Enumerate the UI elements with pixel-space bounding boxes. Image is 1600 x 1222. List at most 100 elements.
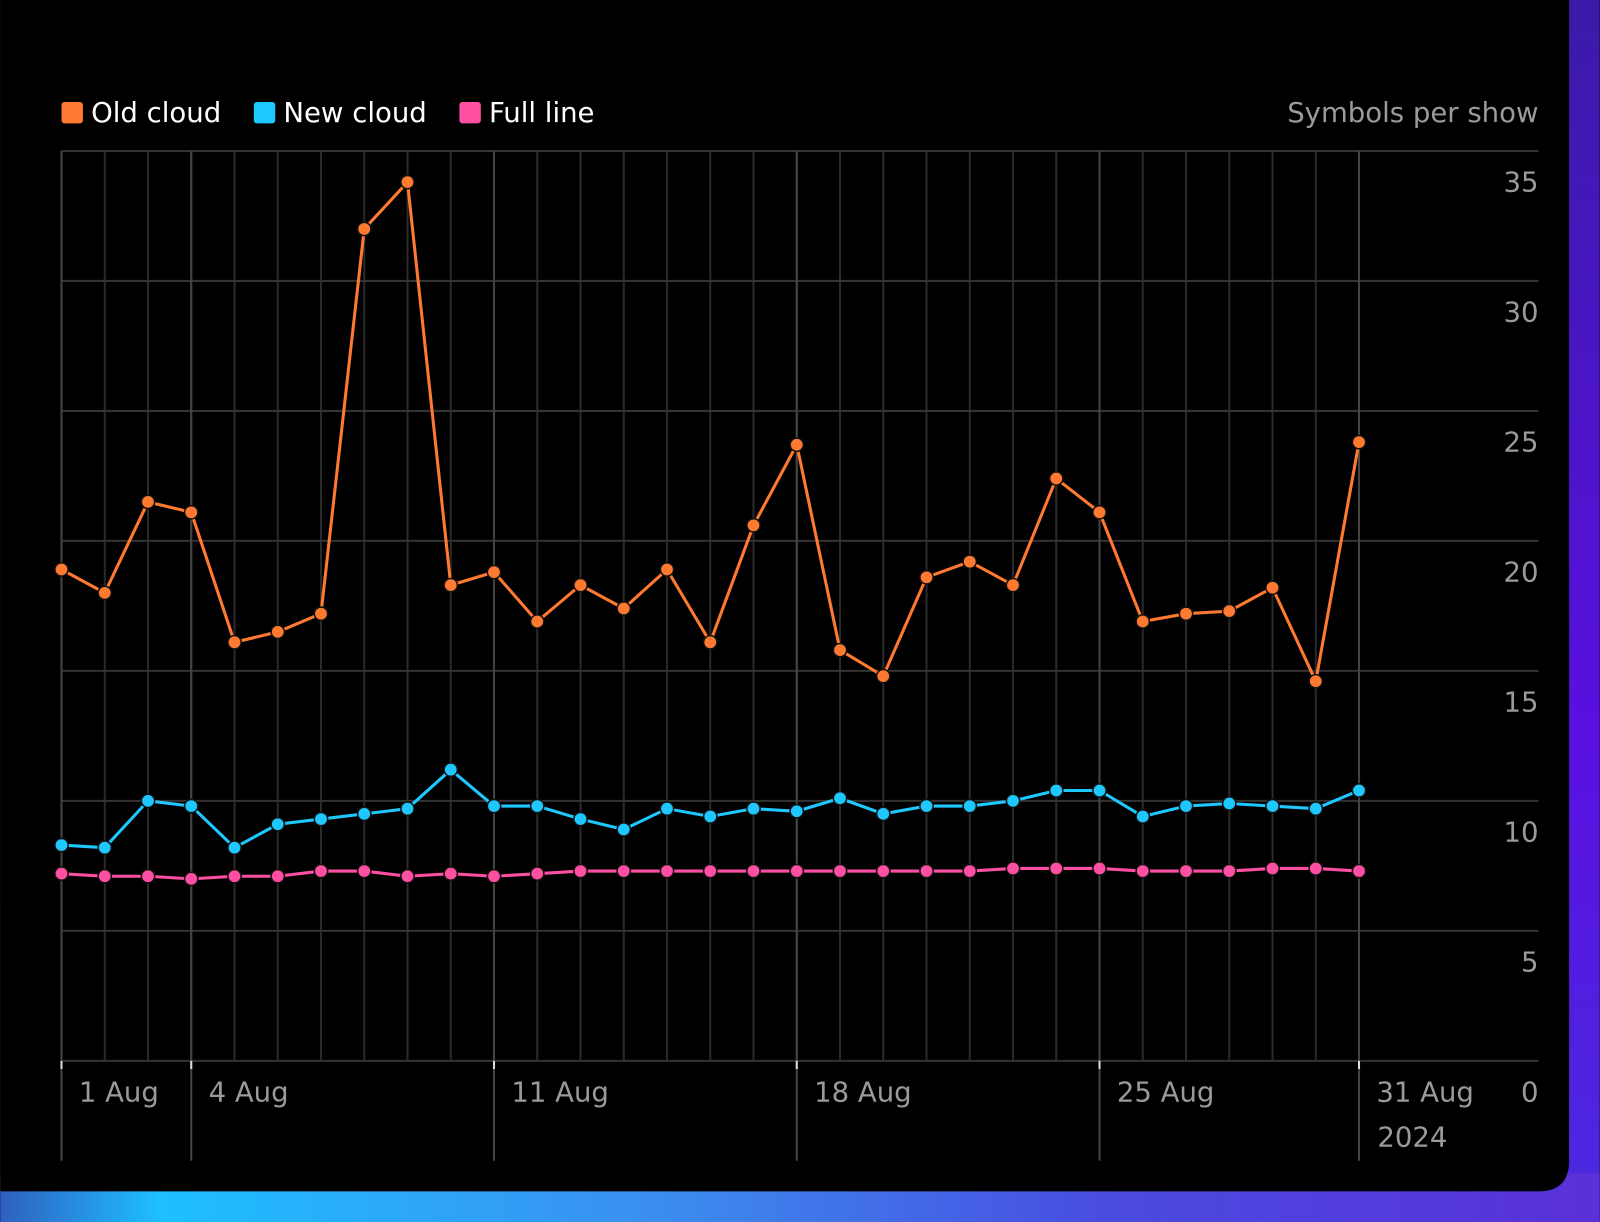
data-point <box>616 822 632 837</box>
data-point <box>313 863 329 879</box>
data-point <box>140 494 156 510</box>
data-point <box>1308 861 1324 876</box>
data-point <box>486 868 502 884</box>
y-tick-label: 20 <box>1503 557 1538 589</box>
data-point <box>183 798 199 814</box>
data-point <box>443 866 459 882</box>
data-point <box>919 798 934 814</box>
data-point <box>1135 863 1151 879</box>
data-point <box>227 634 242 650</box>
data-point <box>1005 577 1021 593</box>
data-point <box>270 816 286 832</box>
data-point <box>1265 798 1280 814</box>
x-tick-label: 18 Aug <box>814 1076 912 1108</box>
data-point <box>97 840 113 856</box>
data-point <box>573 577 588 593</box>
data-point <box>1221 603 1237 619</box>
data-point <box>400 174 415 190</box>
data-point <box>702 634 718 650</box>
data-point <box>1178 863 1194 879</box>
data-point <box>313 811 329 827</box>
data-point <box>1048 861 1064 876</box>
data-point <box>356 221 372 237</box>
data-point <box>529 798 545 814</box>
legend-swatch <box>459 102 481 124</box>
data-point <box>443 762 459 778</box>
data-point <box>919 863 934 879</box>
legend-label: New cloud <box>283 97 426 129</box>
data-point <box>659 801 675 817</box>
data-point <box>1005 793 1021 809</box>
data-point <box>789 863 805 879</box>
data-point <box>140 868 156 884</box>
data-point <box>183 871 199 887</box>
data-point <box>659 863 675 879</box>
data-point <box>746 801 761 817</box>
data-point <box>1351 863 1367 879</box>
y-tick-label: 5 <box>1521 946 1539 978</box>
data-point <box>97 868 113 884</box>
data-point <box>1135 614 1151 629</box>
data-point <box>1092 861 1107 876</box>
data-point <box>573 863 588 879</box>
data-point <box>1048 471 1064 486</box>
data-point <box>875 863 891 879</box>
data-point <box>1265 580 1280 596</box>
data-point <box>1135 809 1151 824</box>
data-point <box>875 806 891 822</box>
data-point <box>573 811 588 827</box>
data-point <box>54 562 69 577</box>
data-point <box>1005 861 1021 876</box>
data-point <box>227 868 242 884</box>
data-point <box>486 564 502 580</box>
data-point <box>1265 861 1280 876</box>
y-axis-label: Symbols per show <box>1287 97 1538 129</box>
data-point <box>270 868 286 884</box>
data-point <box>1308 801 1324 817</box>
data-point <box>1351 434 1367 450</box>
data-point <box>875 668 891 684</box>
data-point <box>962 863 978 879</box>
data-point <box>529 866 545 882</box>
data-point <box>54 866 69 882</box>
data-point <box>919 569 934 585</box>
data-point <box>746 517 761 533</box>
data-point <box>227 840 242 856</box>
x-tick-label: 25 Aug <box>1117 1076 1215 1108</box>
y-tick-label: 15 <box>1503 687 1538 719</box>
data-point <box>1178 606 1194 622</box>
data-point <box>746 863 761 879</box>
legend-label: Old cloud <box>91 97 221 129</box>
x-year-label: 2024 <box>1377 1121 1447 1153</box>
card <box>0 0 1569 1191</box>
x-tick-label: 31 Aug <box>1376 1076 1474 1108</box>
data-point <box>356 863 372 879</box>
legend-label: Full line <box>489 97 595 129</box>
y-tick-label: 25 <box>1503 427 1538 459</box>
data-point <box>962 798 978 814</box>
data-point <box>659 562 675 577</box>
legend-swatch <box>61 102 83 124</box>
data-point <box>702 809 718 824</box>
y-tick-label: 35 <box>1503 167 1538 199</box>
data-point <box>183 504 199 520</box>
data-point <box>313 606 329 622</box>
y-tick-label: 30 <box>1503 297 1538 329</box>
data-point <box>140 793 156 809</box>
data-point <box>616 601 632 616</box>
data-point <box>789 803 805 819</box>
data-point <box>1048 783 1064 798</box>
data-point <box>1092 783 1107 798</box>
data-point <box>702 863 718 879</box>
data-point <box>616 863 632 879</box>
data-point <box>1221 863 1237 879</box>
data-point <box>1221 796 1237 811</box>
data-point <box>400 801 415 817</box>
x-tick-label: 1 Aug <box>79 1076 159 1108</box>
data-point <box>529 614 545 629</box>
data-point <box>1351 783 1367 798</box>
data-point <box>832 790 848 806</box>
data-point <box>54 837 69 853</box>
data-point <box>443 577 459 593</box>
data-point <box>1092 504 1107 520</box>
